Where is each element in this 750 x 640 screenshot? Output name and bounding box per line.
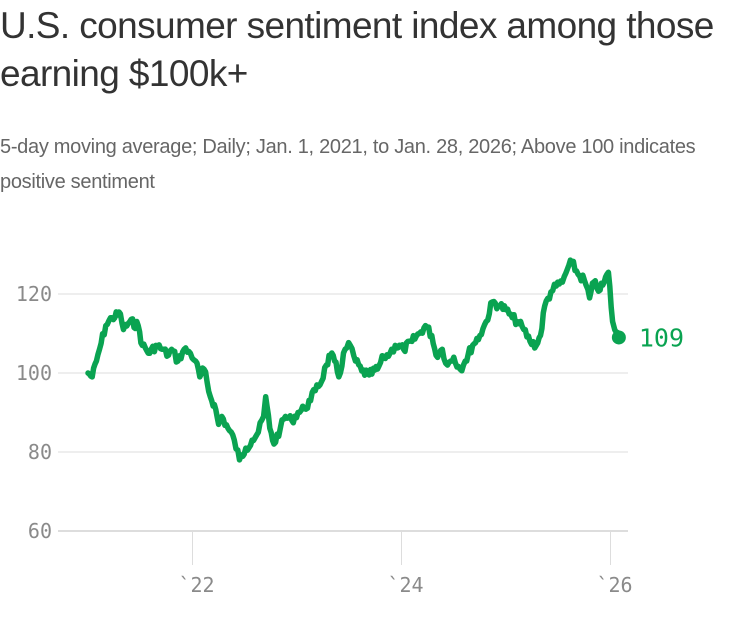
x-axis: `22 `24 `26 (178, 531, 633, 597)
y-tick-label: 100 (16, 361, 52, 385)
y-tick-label: 60 (28, 519, 52, 543)
latest-value-marker (611, 330, 626, 345)
y-axis: 60 80 100 120 (16, 282, 52, 543)
sentiment-series-line (85, 257, 622, 463)
y-tick-label: 120 (16, 282, 52, 306)
latest-value-label: 109 (639, 323, 684, 352)
chart-subtitle: 5-day moving average; Daily; Jan. 1, 202… (0, 136, 696, 193)
x-tick-label: `26 (596, 573, 632, 597)
x-tick-label: `22 (178, 573, 214, 597)
x-tick-label: `24 (387, 573, 423, 597)
y-tick-label: 80 (28, 440, 52, 464)
chart-title: U.S. consumer sentiment index among thos… (0, 5, 714, 94)
